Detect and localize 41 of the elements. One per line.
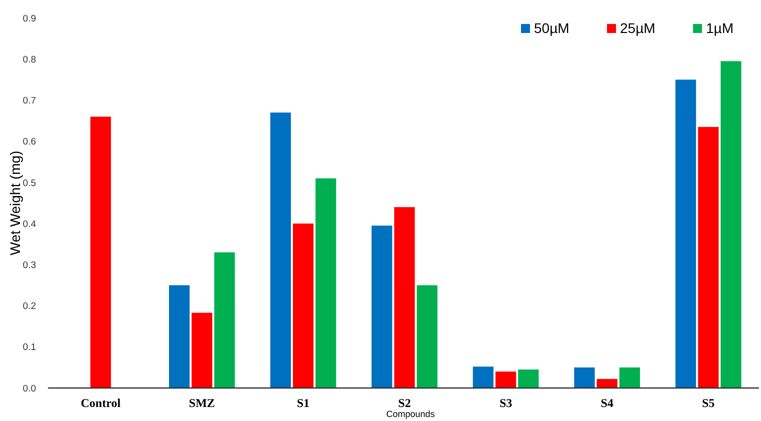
- y-tick-label: 0.1: [22, 342, 36, 354]
- bar: [495, 372, 516, 388]
- bar: [416, 285, 438, 388]
- bar: [472, 366, 494, 388]
- bar: [720, 61, 742, 388]
- x-tick-label: S5: [702, 396, 715, 410]
- x-tick-label: S4: [600, 396, 614, 410]
- x-tick-label: S3: [499, 396, 512, 410]
- y-tick-label: 0.8: [22, 54, 36, 66]
- y-tick-label: 0.9: [22, 13, 36, 24]
- x-tick-label: Control: [80, 396, 122, 410]
- bar: [192, 312, 212, 388]
- y-tick-label: 0.5: [22, 178, 36, 189]
- bar: [698, 126, 719, 388]
- bar: [394, 207, 415, 388]
- x-tick-label: SMZ: [188, 396, 215, 410]
- bar: [518, 370, 539, 388]
- legend-label: 1µM: [706, 20, 734, 36]
- y-tick-label: 0.0: [22, 383, 36, 394]
- bar: [214, 252, 235, 388]
- bar: [372, 226, 392, 388]
- legend-label: 50µM: [534, 20, 570, 36]
- x-tick-label: S1: [296, 396, 310, 410]
- y-axis-title: Wet Weight (mg): [7, 150, 23, 256]
- bar: [596, 378, 618, 388]
- bar: [292, 224, 314, 388]
- legend-label: 25µM: [620, 20, 656, 36]
- bar: [316, 178, 336, 388]
- y-tick-label: 0.3: [22, 260, 36, 271]
- y-tick-label: 0.4: [22, 218, 36, 230]
- x-axis-title: Compounds: [386, 409, 436, 419]
- x-tick-label: S2: [398, 396, 411, 410]
- bar: [574, 367, 595, 388]
- bar: [90, 116, 111, 388]
- bar: [619, 367, 640, 388]
- bar: [675, 80, 696, 388]
- y-tick-label: 0.7: [22, 96, 36, 107]
- y-tick-label: 0.2: [22, 301, 36, 312]
- bar: [169, 285, 190, 388]
- y-tick-label: 0.6: [22, 136, 36, 148]
- bar: [270, 112, 291, 388]
